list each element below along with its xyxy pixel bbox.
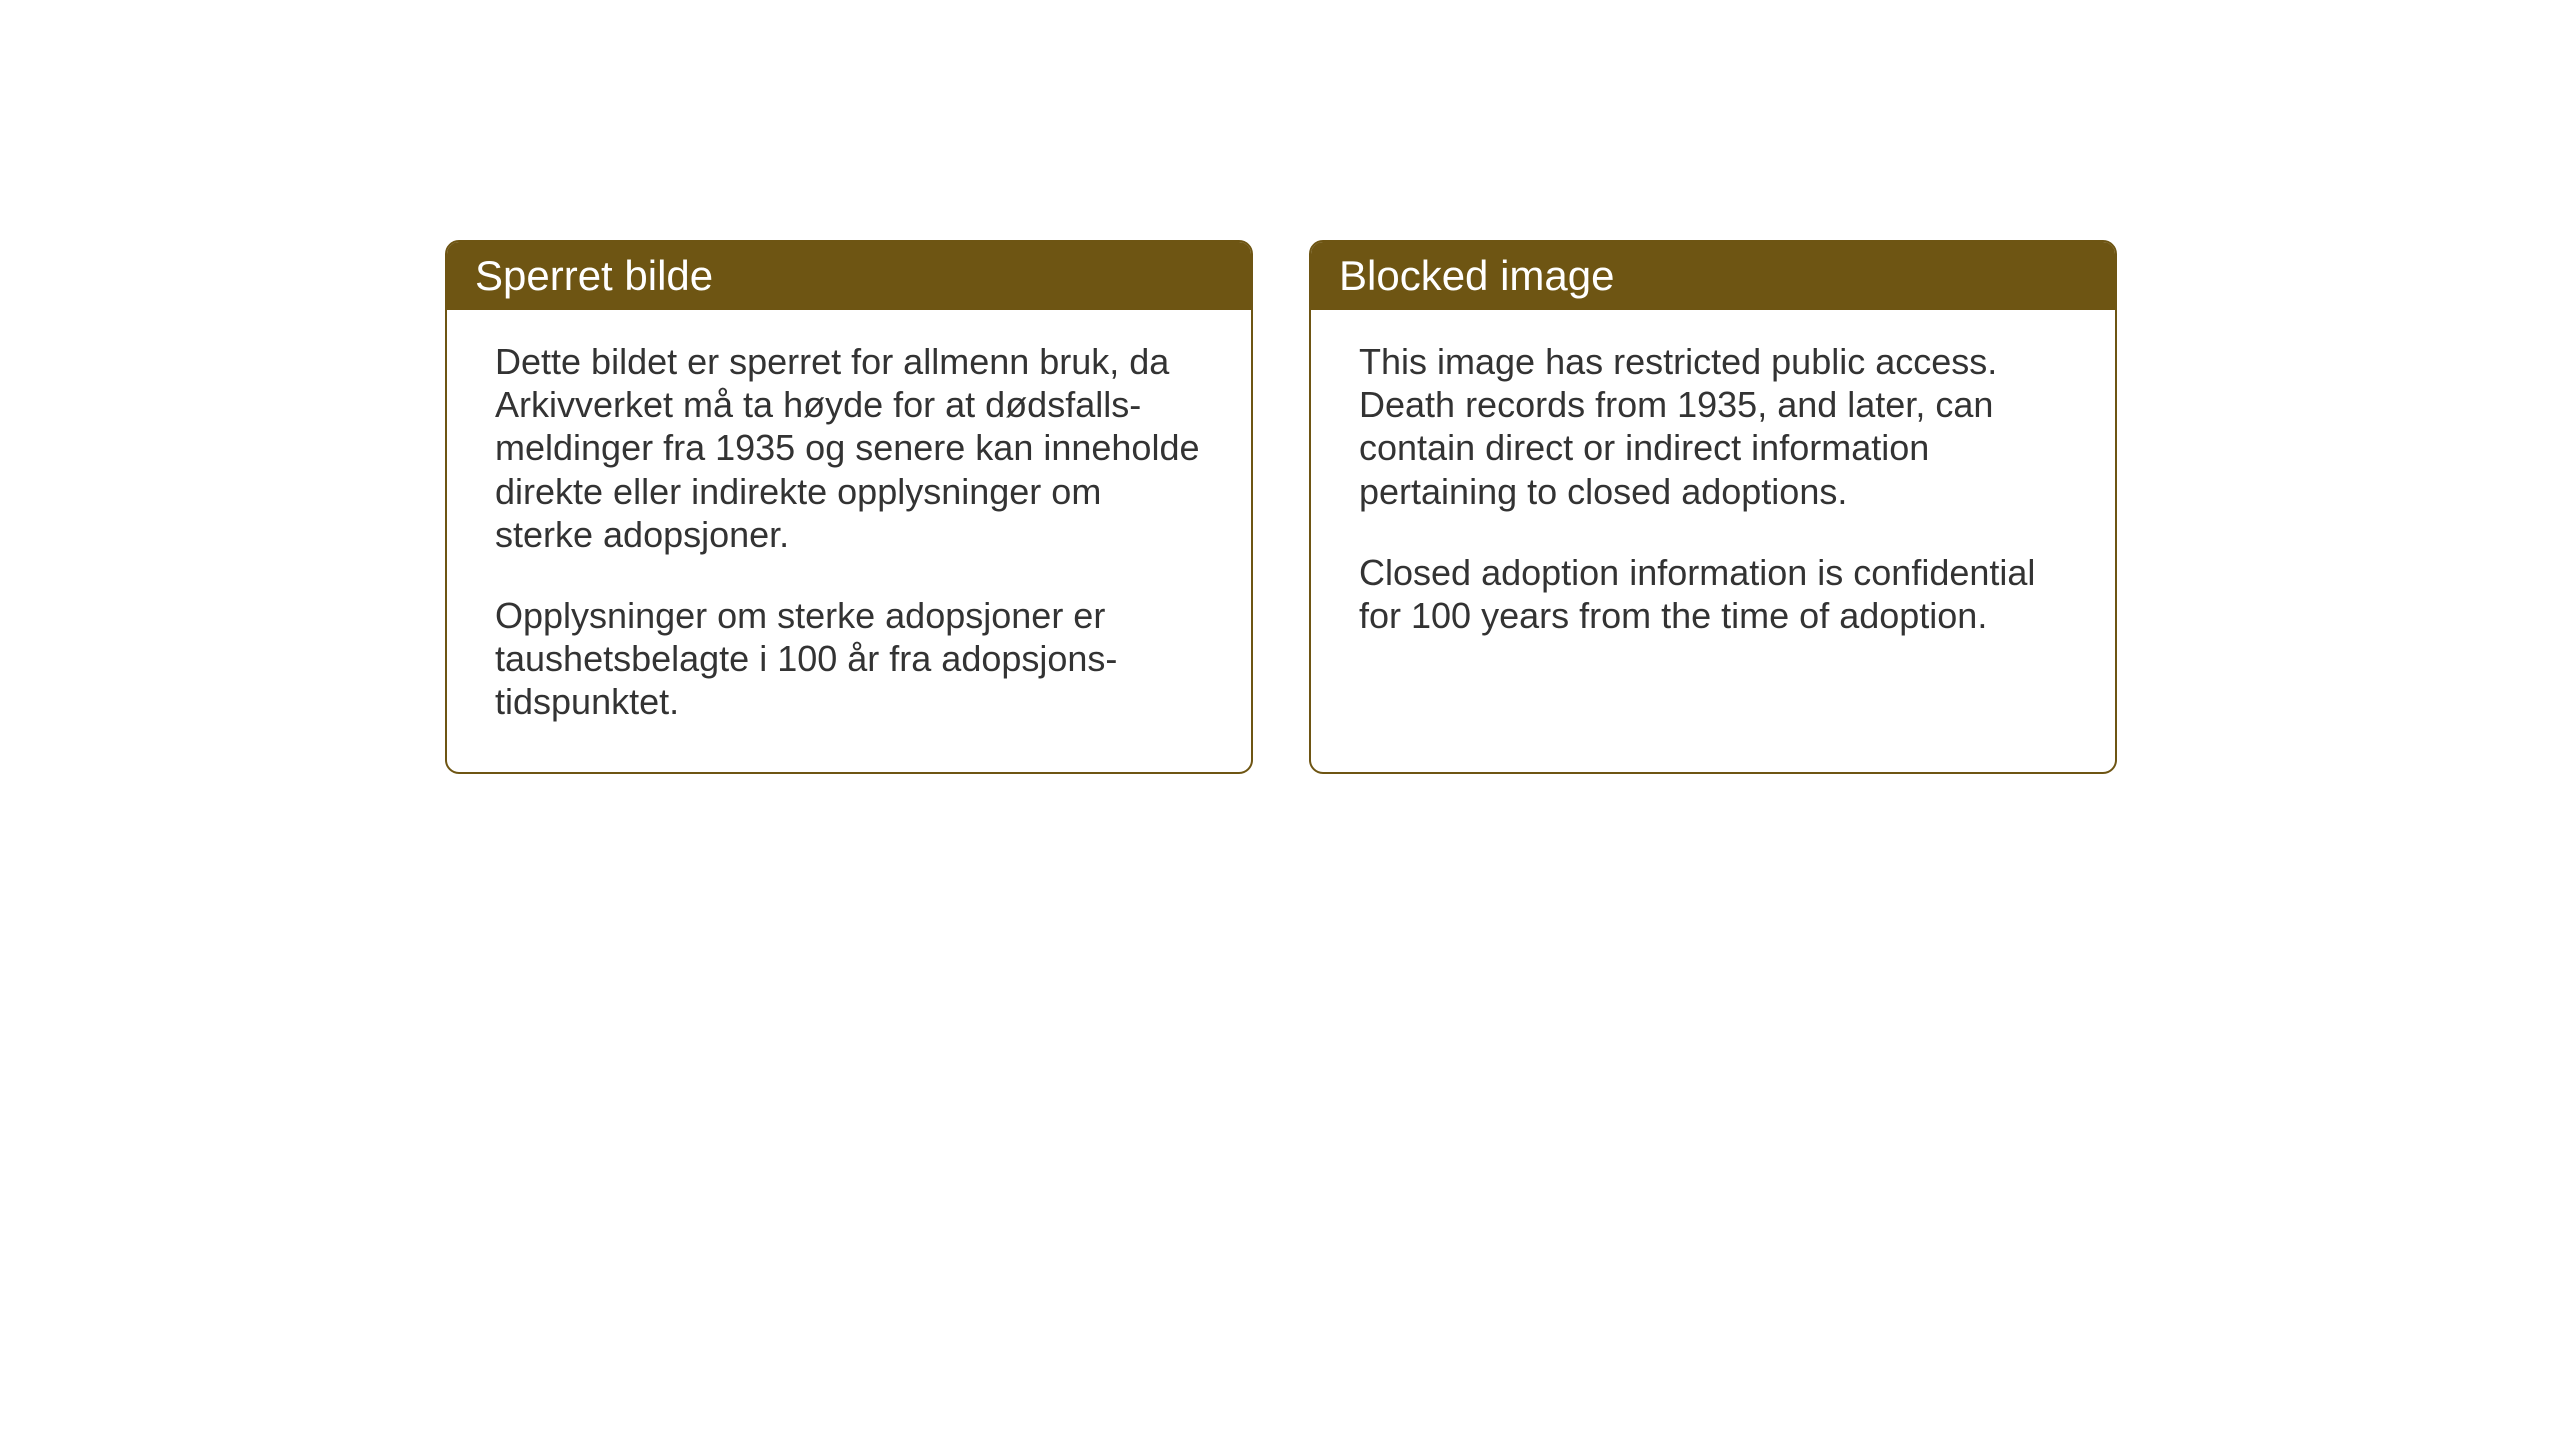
english-paragraph-2: Closed adoption information is confident… xyxy=(1359,551,2067,637)
english-card-title: Blocked image xyxy=(1339,252,1614,299)
norwegian-paragraph-2: Opplysninger om sterke adopsjoner er tau… xyxy=(495,594,1203,724)
norwegian-paragraph-1: Dette bildet er sperret for allmenn bruk… xyxy=(495,340,1203,556)
english-paragraph-1: This image has restricted public access.… xyxy=(1359,340,2067,513)
english-card-header: Blocked image xyxy=(1311,242,2115,310)
norwegian-notice-card: Sperret bilde Dette bildet er sperret fo… xyxy=(445,240,1253,774)
english-card-body: This image has restricted public access.… xyxy=(1311,310,2115,685)
norwegian-card-body: Dette bildet er sperret for allmenn bruk… xyxy=(447,310,1251,772)
norwegian-card-title: Sperret bilde xyxy=(475,252,713,299)
notice-container: Sperret bilde Dette bildet er sperret fo… xyxy=(445,240,2117,774)
norwegian-card-header: Sperret bilde xyxy=(447,242,1251,310)
english-notice-card: Blocked image This image has restricted … xyxy=(1309,240,2117,774)
